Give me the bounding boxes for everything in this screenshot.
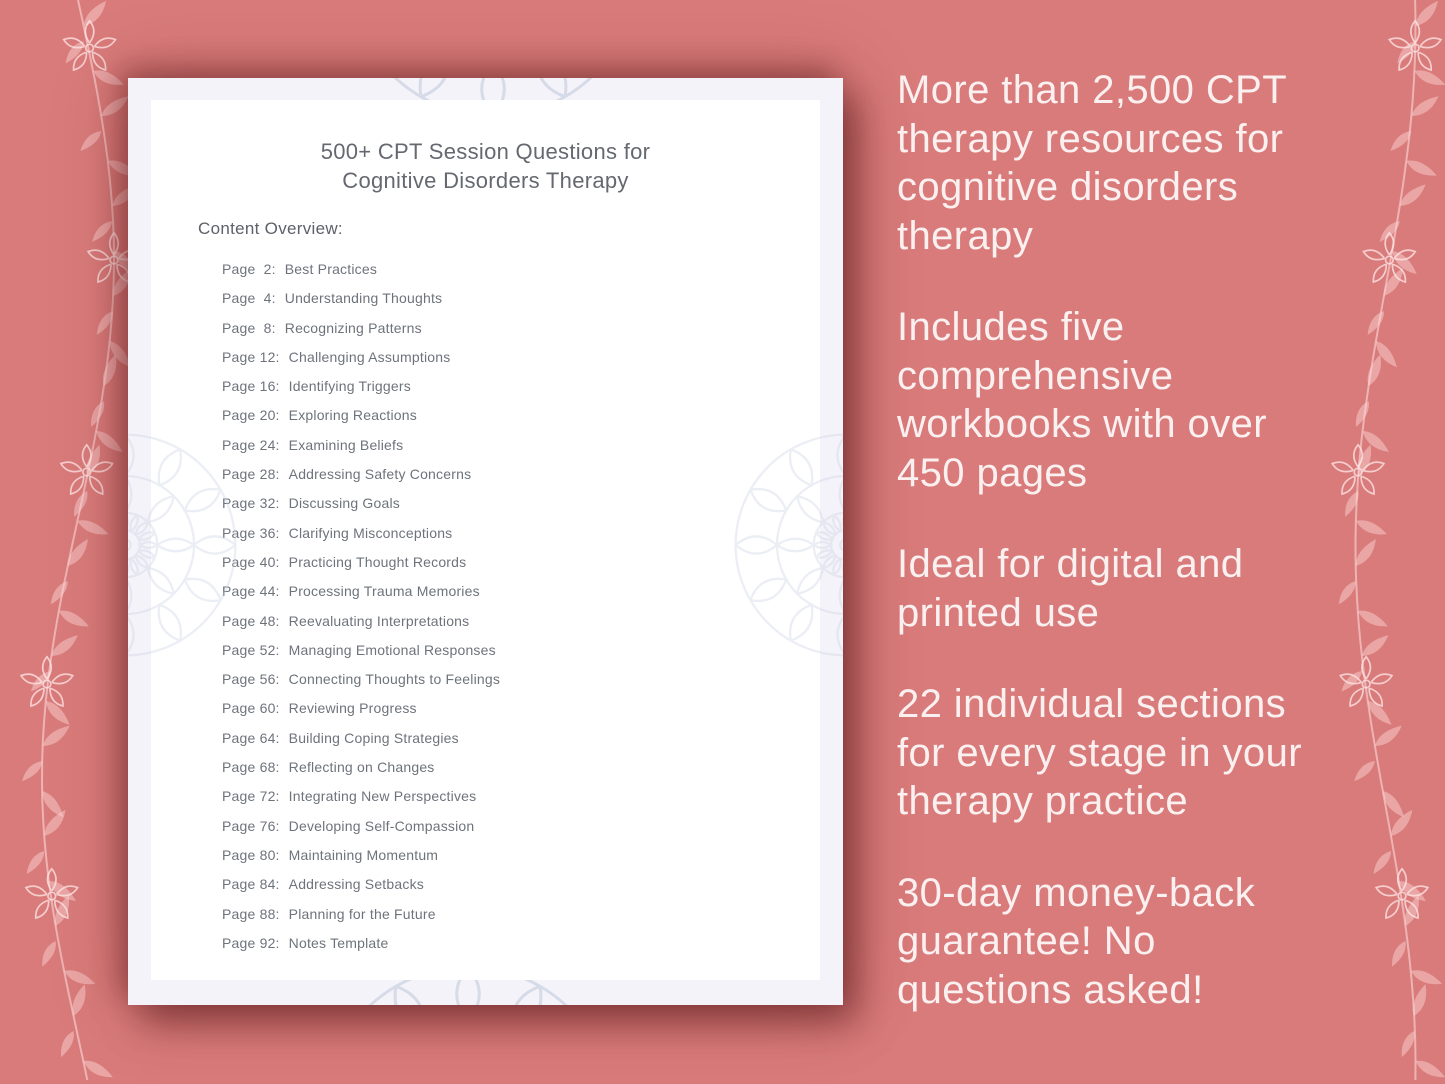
- toc-page-label: Page 44:: [222, 583, 280, 600]
- marketing-paragraph: More than 2,500 CPT therapy resources fo…: [897, 68, 1288, 258]
- toc-topic: Addressing Setbacks: [288, 876, 424, 893]
- toc-item: Page 28: Addressing Safety Concerns: [222, 460, 820, 489]
- marketing-text-column: More than 2,500 CPT therapy resources fo…: [897, 66, 1402, 1057]
- toc-item: Page 60: Reviewing Progress: [222, 694, 820, 723]
- toc-topic: Connecting Thoughts to Feelings: [288, 671, 501, 688]
- toc-item: Page 52: Managing Emotional Responses: [222, 636, 820, 665]
- toc-item: Page 84: Addressing Setbacks: [222, 870, 820, 899]
- toc-page-label: Page 4:: [222, 290, 276, 307]
- toc-item: Page 40: Practicing Thought Records: [222, 548, 820, 577]
- toc-item: Page 64: Building Coping Strategies: [222, 724, 820, 753]
- toc-topic: Maintaining Momentum: [288, 846, 439, 863]
- toc-topic: Reevaluating Interpretations: [288, 612, 470, 629]
- toc-item: Page 24: Examining Beliefs: [222, 431, 820, 460]
- toc-topic: Challenging Assumptions: [288, 348, 451, 365]
- toc-page-label: Page 76:: [222, 817, 280, 834]
- marketing-paragraph: 30-day money-back guarantee! No question…: [897, 870, 1256, 1012]
- toc-page-label: Page 52:: [222, 641, 280, 658]
- toc-topic: Developing Self-Compassion: [288, 817, 475, 834]
- toc-page-label: Page 84:: [222, 876, 280, 893]
- marketing-paragraph: Ideal for digital and printed use: [897, 542, 1244, 635]
- toc-item: Page 4: Understanding Thoughts: [222, 284, 820, 313]
- toc-topic: Exploring Reactions: [288, 407, 417, 424]
- toc-topic: Understanding Thoughts: [284, 290, 443, 307]
- toc-item: Page 32: Discussing Goals: [222, 489, 820, 518]
- toc-page-label: Page 60:: [222, 700, 280, 717]
- toc-item: Page 20: Exploring Reactions: [222, 401, 820, 430]
- toc-item: Page 80: Maintaining Momentum: [222, 841, 820, 870]
- toc-topic: Notes Template: [288, 934, 389, 951]
- toc-item: Page 48: Reevaluating Interpretations: [222, 607, 820, 636]
- toc-topic: Planning for the Future: [288, 905, 436, 922]
- table-of-contents: Page 2: Best Practices Page 4: Understandin…: [222, 255, 820, 958]
- toc-item: Page 92: Notes Template: [222, 929, 820, 958]
- toc-topic: Integrating New Perspectives: [288, 788, 477, 805]
- toc-item: Page 88: Planning for the Future: [222, 900, 820, 929]
- toc-page-label: Page 2:: [222, 261, 276, 277]
- marketing-paragraph: Includes five comprehensive workbooks wi…: [897, 305, 1267, 495]
- toc-page-label: Page 28:: [222, 466, 280, 483]
- toc-page-label: Page 40:: [222, 553, 280, 570]
- toc-page-label: Page 36:: [222, 524, 280, 541]
- toc-page-label: Page 8:: [222, 319, 276, 336]
- toc-topic: Reviewing Progress: [288, 700, 417, 717]
- toc-page-label: Page 80:: [222, 846, 280, 863]
- document-preview-page: 500+ CPT Session Questions for Cognitive…: [128, 78, 843, 1005]
- content-overview-heading: Content Overview:: [198, 219, 343, 238]
- toc-topic: Best Practices: [284, 261, 378, 277]
- toc-page-label: Page 92:: [222, 934, 280, 951]
- toc-topic: Managing Emotional Responses: [288, 641, 496, 658]
- toc-page-label: Page 32:: [222, 495, 280, 512]
- toc-page-label: Page 88:: [222, 905, 280, 922]
- toc-page-label: Page 64:: [222, 729, 280, 746]
- toc-page-label: Page 12:: [222, 348, 280, 365]
- toc-topic: Processing Trauma Memories: [288, 583, 480, 600]
- toc-item: Page 8: Recognizing Patterns: [222, 314, 820, 343]
- toc-item: Page 16: Identifying Triggers: [222, 372, 820, 401]
- toc-item: Page 44: Processing Trauma Memories: [222, 577, 820, 606]
- toc-topic: Recognizing Patterns: [284, 319, 422, 336]
- toc-item: Page 76: Developing Self-Compassion: [222, 812, 820, 841]
- toc-topic: Addressing Safety Concerns: [288, 466, 472, 483]
- toc-item: Page 12: Challenging Assumptions: [222, 343, 820, 372]
- toc-page-label: Page 68:: [222, 759, 280, 776]
- toc-page-label: Page 48:: [222, 612, 280, 629]
- toc-page-label: Page 20:: [222, 407, 280, 424]
- toc-page-label: Page 72:: [222, 788, 280, 805]
- toc-page-label: Page 16:: [222, 378, 280, 395]
- marketing-paragraph: 22 individual sections for every stage i…: [897, 682, 1302, 823]
- toc-topic: Examining Beliefs: [288, 436, 404, 453]
- toc-topic: Practicing Thought Records: [288, 553, 467, 570]
- toc-item: Page 68: Reflecting on Changes: [222, 753, 820, 782]
- toc-item: Page 56: Connecting Thoughts to Feelings: [222, 665, 820, 694]
- document-content-area: 500+ CPT Session Questions for Cognitive…: [151, 100, 820, 980]
- document-title: 500+ CPT Session Questions for Cognitive…: [320, 139, 651, 193]
- toc-item: Page 72: Integrating New Perspectives: [222, 782, 820, 811]
- toc-topic: Reflecting on Changes: [288, 759, 435, 776]
- toc-topic: Identifying Triggers: [288, 378, 411, 395]
- toc-page-label: Page 56:: [222, 671, 280, 688]
- toc-topic: Clarifying Misconceptions: [288, 524, 453, 541]
- toc-page-label: Page 24:: [222, 436, 280, 453]
- toc-topic: Discussing Goals: [288, 495, 401, 512]
- toc-item: Page 2: Best Practices: [222, 255, 820, 284]
- toc-topic: Building Coping Strategies: [288, 729, 459, 746]
- toc-item: Page 36: Clarifying Misconceptions: [222, 519, 820, 548]
